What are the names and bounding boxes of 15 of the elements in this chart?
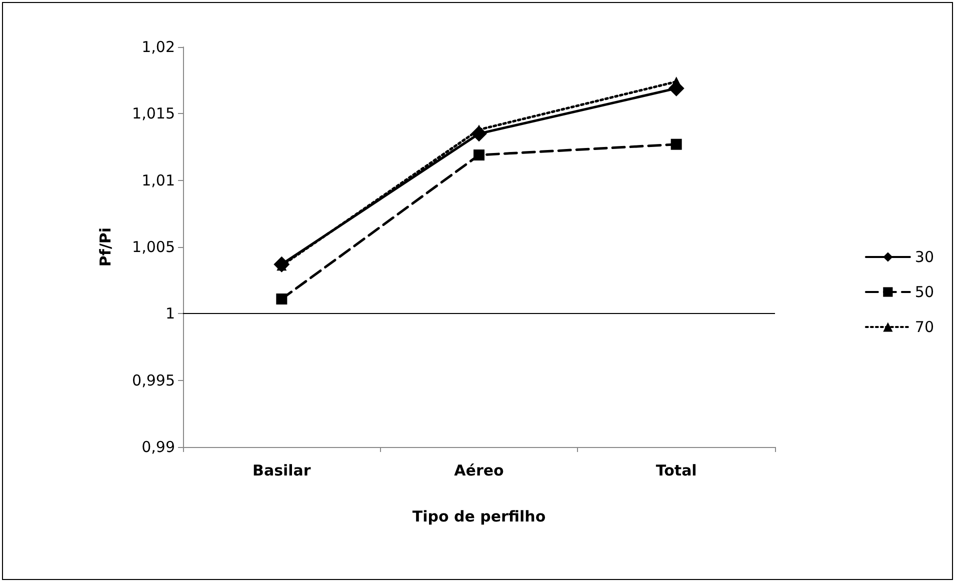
y-tick-label: 1,015: [132, 104, 175, 123]
y-tick-label: 1,005: [132, 238, 175, 256]
legend-label: 70: [914, 318, 934, 336]
y-tick-label: 0,995: [132, 371, 175, 390]
legend-label: 30: [914, 248, 934, 266]
x-axis-title: Tipo de perfilho: [412, 508, 546, 526]
y-tick-label: 1,01: [142, 171, 175, 190]
y-tick-label: 1: [165, 304, 175, 323]
x-tick-label: Basilar: [252, 462, 312, 480]
legend-label: 50: [914, 283, 934, 301]
y-tick-label: 0,99: [142, 438, 175, 456]
y-tick-label: 1,02: [142, 38, 175, 56]
x-tick-label: Total: [656, 462, 697, 480]
y-axis-title: Pf/Pi: [96, 227, 114, 267]
x-tick-label: Aéreo: [454, 462, 504, 480]
